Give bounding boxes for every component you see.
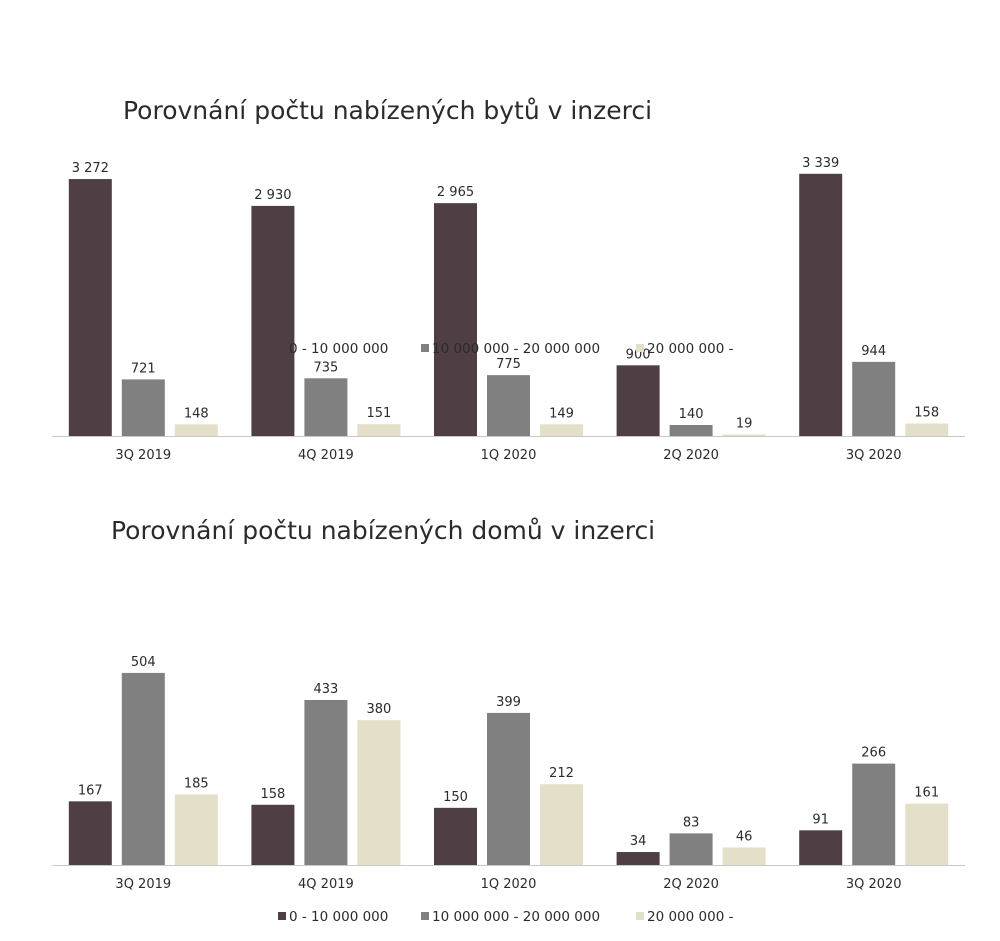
- bar: [799, 830, 842, 865]
- bar: [487, 375, 530, 436]
- data-label: 158: [914, 406, 939, 421]
- bar: [540, 424, 583, 436]
- data-label: 150: [443, 790, 468, 805]
- bar: [175, 424, 218, 436]
- legend-label: 0 - 10 000 000: [289, 341, 388, 357]
- bar: [617, 852, 660, 865]
- category-label: 4Q 2019: [298, 448, 354, 463]
- category-label: 3Q 2020: [846, 448, 902, 463]
- data-label: 167: [78, 783, 103, 798]
- bar: [487, 713, 530, 865]
- data-label: 151: [366, 406, 391, 421]
- chart-title-flats: Porovnání počtu nabízených bytů v inzerc…: [123, 96, 652, 125]
- data-label: 158: [260, 787, 285, 802]
- bar: [357, 424, 400, 436]
- bar: [304, 700, 347, 865]
- data-label: 944: [861, 344, 886, 359]
- legend-swatch: [421, 344, 429, 352]
- category-label: 1Q 2020: [481, 877, 537, 892]
- data-label: 433: [313, 682, 338, 697]
- category-label: 3Q 2020: [846, 877, 902, 892]
- data-label: 148: [184, 406, 209, 421]
- bar: [251, 206, 294, 436]
- bar: [69, 801, 112, 865]
- bar: [122, 379, 165, 436]
- category-label: 1Q 2020: [481, 448, 537, 463]
- data-label: 2 930: [254, 188, 291, 203]
- bar: [905, 424, 948, 436]
- bar: [540, 784, 583, 865]
- bar: [304, 378, 347, 436]
- bar: [799, 174, 842, 436]
- bar-chart-houses: 167 504 185 3Q 2019 158 433 380 4Q 2019 150 399 21…: [0, 640, 1000, 930]
- data-label: 161: [914, 786, 939, 801]
- chart-title-houses: Porovnání počtu nabízených domů v inzerc…: [111, 516, 655, 545]
- bar: [852, 362, 895, 436]
- legend-label: 10 000 000 - 20 000 000: [432, 909, 600, 925]
- legend-label: 20 000 000 -: [647, 909, 734, 925]
- bar: [617, 365, 660, 436]
- category-label: 3Q 2019: [115, 448, 171, 463]
- bar: [723, 435, 766, 436]
- bar: [670, 833, 713, 865]
- data-label: 91: [812, 812, 829, 827]
- category-label: 2Q 2020: [663, 448, 719, 463]
- data-label: 721: [131, 361, 156, 376]
- bar: [69, 179, 112, 436]
- data-label: 149: [549, 406, 574, 421]
- legend-label: 0 - 10 000 000: [289, 909, 388, 925]
- legend-label: 20 000 000 -: [647, 341, 734, 357]
- data-label: 266: [861, 746, 886, 761]
- data-label: 3 339: [802, 156, 839, 171]
- bar: [434, 808, 477, 865]
- legend-swatch: [278, 912, 286, 920]
- category-label: 4Q 2019: [298, 877, 354, 892]
- data-label: 399: [496, 695, 521, 710]
- data-label: 34: [630, 834, 647, 849]
- data-label: 83: [683, 815, 700, 830]
- bar-chart-flats: 3 272 721 148 3Q 2019 2 930 735 151 4Q 2019 2 96…: [0, 140, 1000, 510]
- legend-swatch: [278, 344, 286, 352]
- bar: [670, 425, 713, 436]
- legend-swatch: [636, 344, 644, 352]
- bar: [251, 805, 294, 865]
- bar: [175, 794, 218, 865]
- legend-swatch: [636, 912, 644, 920]
- category-label: 2Q 2020: [663, 877, 719, 892]
- data-label: 2 965: [437, 185, 474, 200]
- data-label: 504: [131, 655, 156, 670]
- data-label: 380: [366, 702, 391, 717]
- category-label: 3Q 2019: [115, 877, 171, 892]
- bar: [434, 203, 477, 436]
- bar: [122, 673, 165, 865]
- bar: [905, 804, 948, 865]
- data-label: 735: [313, 360, 338, 375]
- legend-label: 10 000 000 - 20 000 000: [432, 341, 600, 357]
- legend-swatch: [421, 912, 429, 920]
- data-label: 46: [736, 829, 753, 844]
- bar: [723, 847, 766, 865]
- data-label: 19: [736, 417, 753, 432]
- bar: [852, 764, 895, 865]
- data-label: 775: [496, 357, 521, 372]
- bar: [357, 720, 400, 865]
- data-label: 185: [184, 776, 209, 791]
- data-label: 140: [679, 407, 704, 422]
- data-label: 212: [549, 766, 574, 781]
- data-label: 3 272: [72, 161, 109, 176]
